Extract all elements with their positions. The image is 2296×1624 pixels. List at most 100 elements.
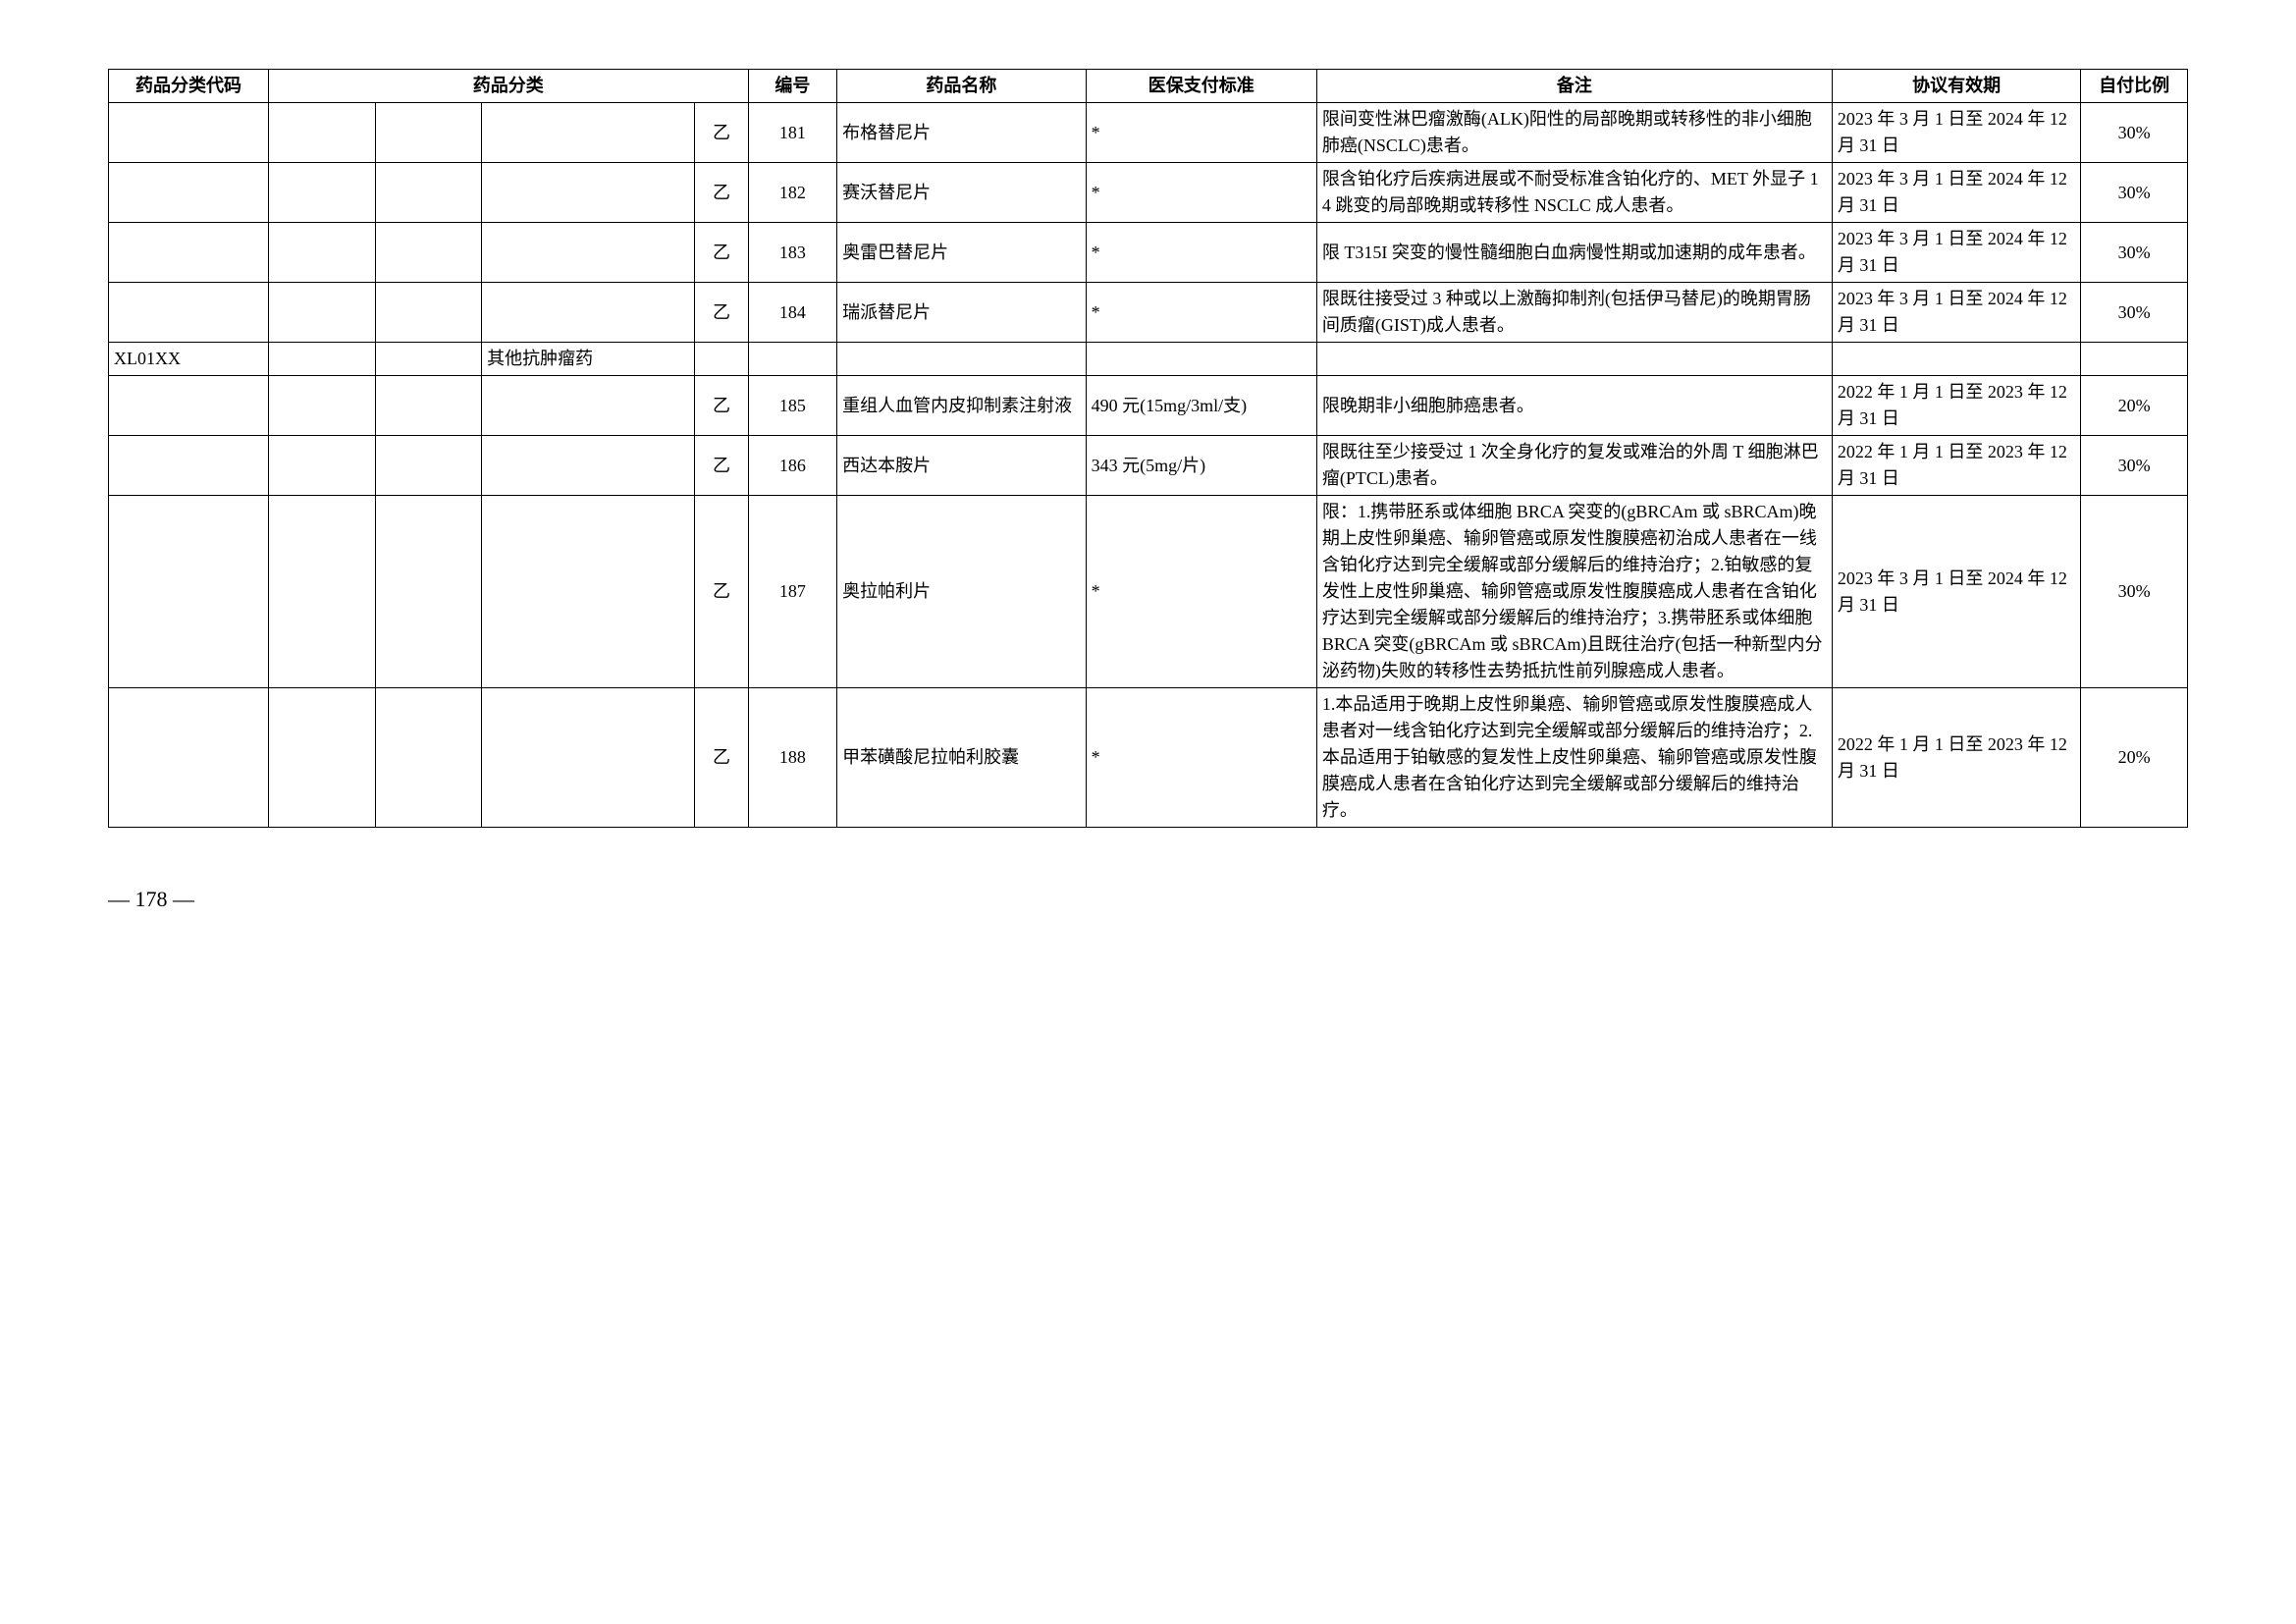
cell-num: 187	[748, 496, 837, 688]
cell-cat2	[375, 688, 482, 828]
cell-num: 182	[748, 163, 837, 223]
cell-cat1	[268, 376, 375, 436]
table-row: 乙187奥拉帕利片*限：1.携带胚系或体细胞 BRCA 突变的(gBRCAm 或…	[109, 496, 2188, 688]
cell-cat3	[482, 436, 695, 496]
cell-cat3: 其他抗肿瘤药	[482, 343, 695, 376]
cell-cat4: 乙	[695, 283, 748, 343]
table-row: 乙181布格替尼片*限间变性淋巴瘤激酶(ALK)阳性的局部晚期或转移性的非小细胞…	[109, 103, 2188, 163]
cell-remark: 1.本品适用于晚期上皮性卵巢癌、输卵管癌或原发性腹膜癌成人患者对一线含铂化疗达到…	[1316, 688, 1832, 828]
cell-valid: 2022 年 1 月 1 日至 2023 年 12 月 31 日	[1832, 376, 2080, 436]
cell-ratio	[2081, 343, 2188, 376]
cell-code	[109, 688, 269, 828]
cell-name: 赛沃替尼片	[837, 163, 1086, 223]
cell-cat3	[482, 223, 695, 283]
cell-valid: 2023 年 3 月 1 日至 2024 年 12 月 31 日	[1832, 103, 2080, 163]
header-standard: 医保支付标准	[1086, 70, 1316, 103]
cell-remark	[1316, 343, 1832, 376]
header-code: 药品分类代码	[109, 70, 269, 103]
table-row: 乙186西达本胺片343 元(5mg/片)限既往至少接受过 1 次全身化疗的复发…	[109, 436, 2188, 496]
cell-cat2	[375, 103, 482, 163]
table-row: 乙182赛沃替尼片*限含铂化疗后疾病进展或不耐受标准含铂化疗的、MET 外显子 …	[109, 163, 2188, 223]
cell-cat4: 乙	[695, 376, 748, 436]
cell-standard	[1086, 343, 1316, 376]
cell-code: XL01XX	[109, 343, 269, 376]
table-row: 乙185重组人血管内皮抑制素注射液490 元(15mg/3ml/支)限晚期非小细…	[109, 376, 2188, 436]
cell-cat2	[375, 163, 482, 223]
cell-cat1	[268, 103, 375, 163]
cell-code	[109, 283, 269, 343]
cell-name	[837, 343, 1086, 376]
cell-ratio: 20%	[2081, 688, 2188, 828]
cell-cat3	[482, 283, 695, 343]
cell-valid: 2023 年 3 月 1 日至 2024 年 12 月 31 日	[1832, 496, 2080, 688]
cell-code	[109, 496, 269, 688]
cell-remark: 限：1.携带胚系或体细胞 BRCA 突变的(gBRCAm 或 sBRCAm)晚期…	[1316, 496, 1832, 688]
cell-name: 甲苯磺酸尼拉帕利胶囊	[837, 688, 1086, 828]
cell-name: 布格替尼片	[837, 103, 1086, 163]
cell-code	[109, 103, 269, 163]
table-row: XL01XX 其他抗肿瘤药	[109, 343, 2188, 376]
table-row: 乙184瑞派替尼片*限既往接受过 3 种或以上激酶抑制剂(包括伊马替尼)的晚期胃…	[109, 283, 2188, 343]
cell-name: 奥雷巴替尼片	[837, 223, 1086, 283]
cell-cat1	[268, 436, 375, 496]
cell-cat3	[482, 376, 695, 436]
cell-num: 186	[748, 436, 837, 496]
cell-cat4: 乙	[695, 223, 748, 283]
cell-remark: 限 T315I 突变的慢性髓细胞白血病慢性期或加速期的成年患者。	[1316, 223, 1832, 283]
cell-cat3	[482, 163, 695, 223]
cell-valid: 2022 年 1 月 1 日至 2023 年 12 月 31 日	[1832, 436, 2080, 496]
table-row: 乙188甲苯磺酸尼拉帕利胶囊*1.本品适用于晚期上皮性卵巢癌、输卵管癌或原发性腹…	[109, 688, 2188, 828]
cell-cat2	[375, 283, 482, 343]
cell-num: 184	[748, 283, 837, 343]
cell-num	[748, 343, 837, 376]
cell-cat2	[375, 223, 482, 283]
header-category: 药品分类	[268, 70, 748, 103]
cell-cat1	[268, 223, 375, 283]
cell-remark: 限晚期非小细胞肺癌患者。	[1316, 376, 1832, 436]
cell-standard: *	[1086, 223, 1316, 283]
cell-remark: 限间变性淋巴瘤激酶(ALK)阳性的局部晚期或转移性的非小细胞肺癌(NSCLC)患…	[1316, 103, 1832, 163]
cell-standard: 343 元(5mg/片)	[1086, 436, 1316, 496]
cell-standard: *	[1086, 283, 1316, 343]
cell-cat4	[695, 343, 748, 376]
header-row: 药品分类代码 药品分类 编号 药品名称 医保支付标准 备注 协议有效期 自付比例	[109, 70, 2188, 103]
cell-remark: 限既往至少接受过 1 次全身化疗的复发或难治的外周 T 细胞淋巴瘤(PTCL)患…	[1316, 436, 1832, 496]
header-remark: 备注	[1316, 70, 1832, 103]
cell-num: 188	[748, 688, 837, 828]
drug-table: 药品分类代码 药品分类 编号 药品名称 医保支付标准 备注 协议有效期 自付比例…	[108, 69, 2188, 828]
table-row: 乙183奥雷巴替尼片*限 T315I 突变的慢性髓细胞白血病慢性期或加速期的成年…	[109, 223, 2188, 283]
cell-code	[109, 223, 269, 283]
cell-cat2	[375, 496, 482, 688]
cell-cat1	[268, 283, 375, 343]
cell-cat3	[482, 688, 695, 828]
header-valid: 协议有效期	[1832, 70, 2080, 103]
cell-valid: 2022 年 1 月 1 日至 2023 年 12 月 31 日	[1832, 688, 2080, 828]
cell-remark: 限既往接受过 3 种或以上激酶抑制剂(包括伊马替尼)的晚期胃肠间质瘤(GIST)…	[1316, 283, 1832, 343]
cell-standard: *	[1086, 496, 1316, 688]
cell-standard: *	[1086, 688, 1316, 828]
cell-num: 181	[748, 103, 837, 163]
cell-num: 185	[748, 376, 837, 436]
cell-ratio: 30%	[2081, 163, 2188, 223]
cell-standard: *	[1086, 103, 1316, 163]
cell-cat4: 乙	[695, 103, 748, 163]
cell-name: 西达本胺片	[837, 436, 1086, 496]
cell-standard: 490 元(15mg/3ml/支)	[1086, 376, 1316, 436]
cell-cat4: 乙	[695, 688, 748, 828]
cell-name: 瑞派替尼片	[837, 283, 1086, 343]
cell-code	[109, 376, 269, 436]
cell-standard: *	[1086, 163, 1316, 223]
cell-valid	[1832, 343, 2080, 376]
header-ratio: 自付比例	[2081, 70, 2188, 103]
cell-num: 183	[748, 223, 837, 283]
cell-cat1	[268, 688, 375, 828]
cell-ratio: 20%	[2081, 376, 2188, 436]
cell-cat2	[375, 436, 482, 496]
cell-name: 奥拉帕利片	[837, 496, 1086, 688]
cell-ratio: 30%	[2081, 103, 2188, 163]
cell-ratio: 30%	[2081, 436, 2188, 496]
header-num: 编号	[748, 70, 837, 103]
page-number: — 178 —	[108, 887, 2188, 912]
cell-remark: 限含铂化疗后疾病进展或不耐受标准含铂化疗的、MET 外显子 14 跳变的局部晚期…	[1316, 163, 1832, 223]
cell-cat2	[375, 376, 482, 436]
